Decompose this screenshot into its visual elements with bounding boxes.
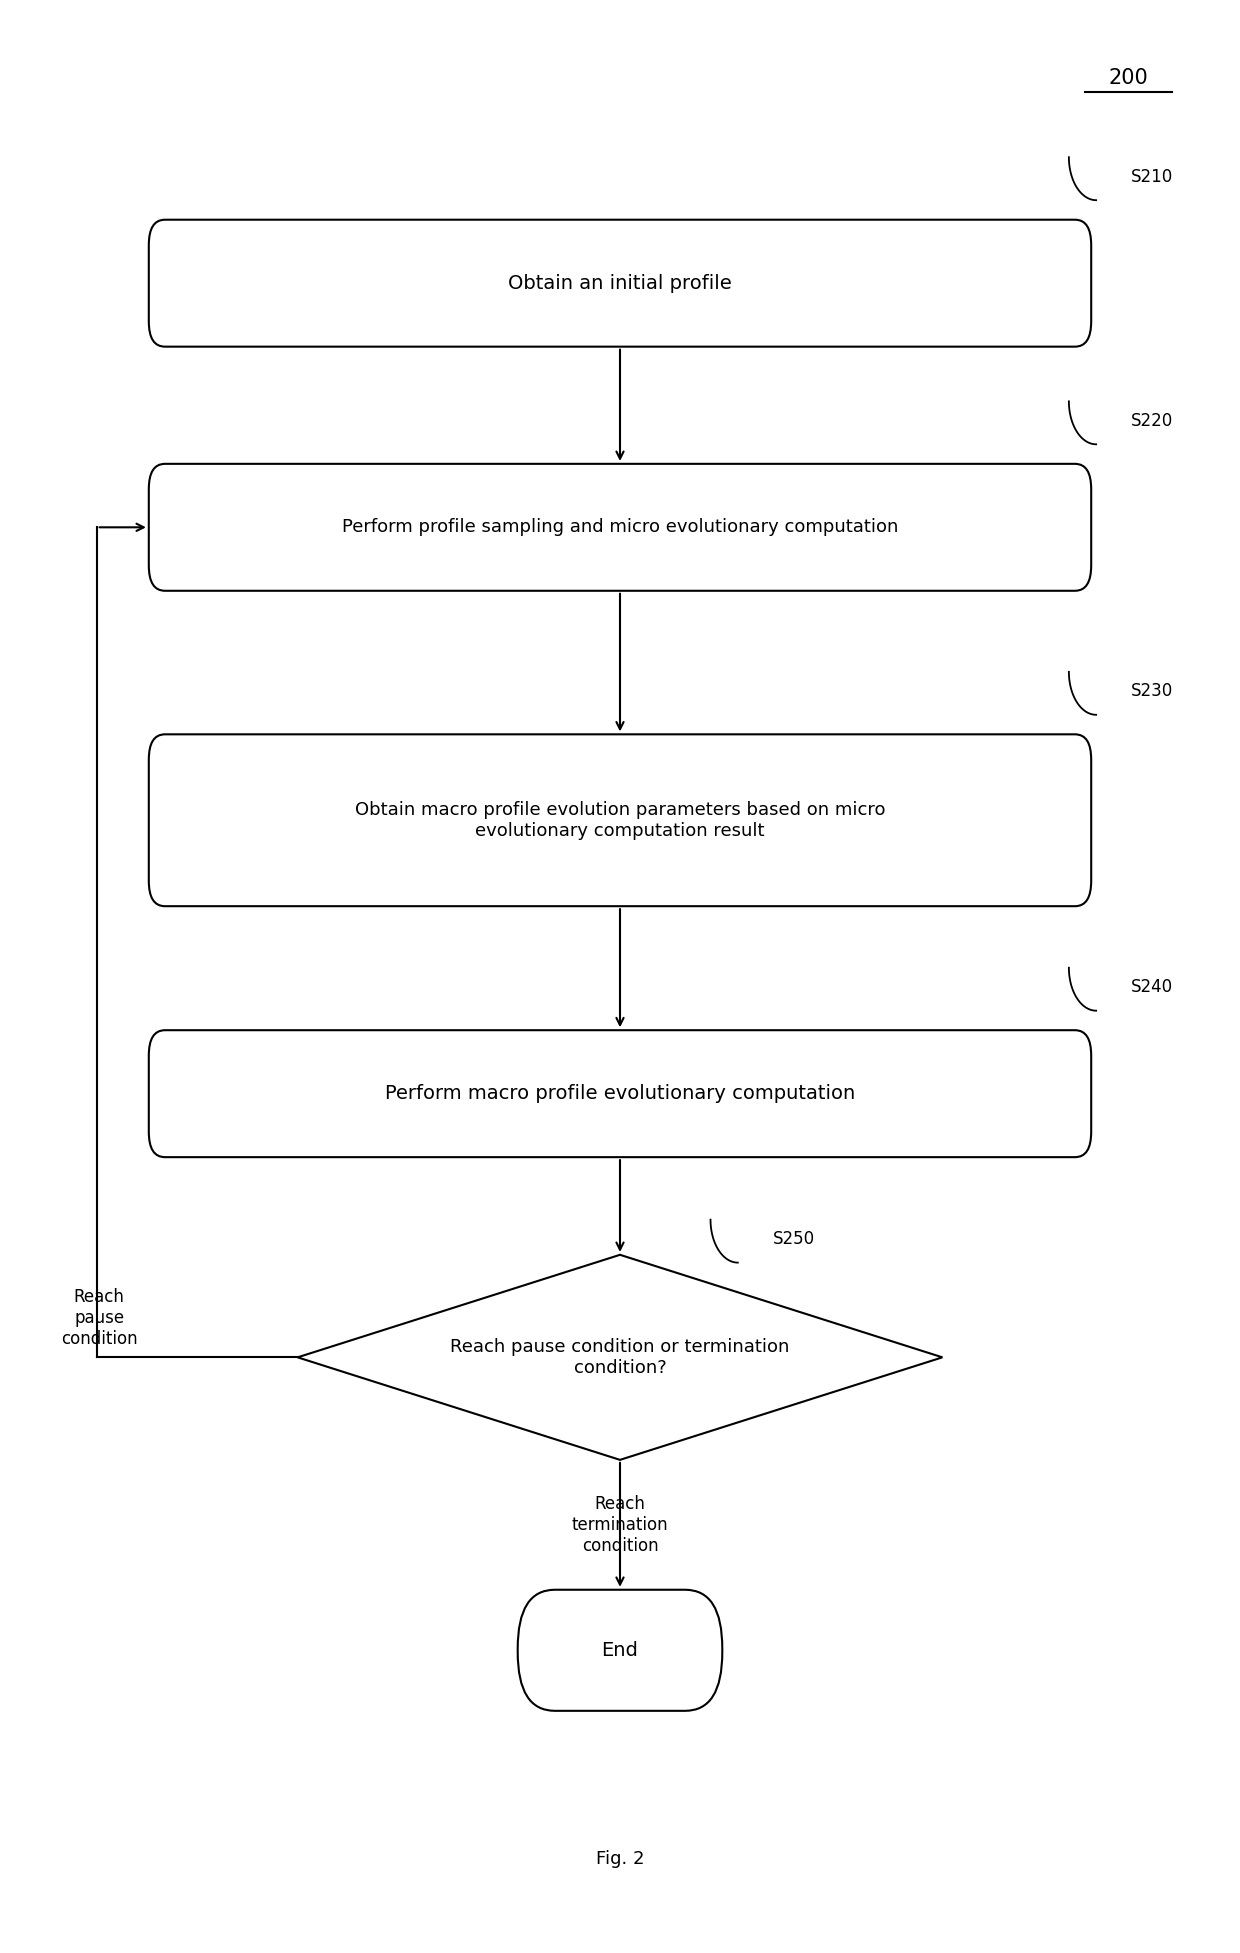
Text: Perform macro profile evolutionary computation: Perform macro profile evolutionary compu… bbox=[384, 1084, 856, 1103]
Text: Reach pause condition or termination
condition?: Reach pause condition or termination con… bbox=[450, 1338, 790, 1377]
Text: Obtain an initial profile: Obtain an initial profile bbox=[508, 273, 732, 293]
Text: S220: S220 bbox=[1131, 412, 1173, 430]
Text: Obtain macro profile evolution parameters based on micro
evolutionary computatio: Obtain macro profile evolution parameter… bbox=[355, 801, 885, 840]
Text: 200: 200 bbox=[1109, 68, 1148, 88]
FancyBboxPatch shape bbox=[149, 734, 1091, 906]
Text: Fig. 2: Fig. 2 bbox=[595, 1849, 645, 1869]
Text: S230: S230 bbox=[1131, 682, 1173, 701]
Text: S210: S210 bbox=[1131, 168, 1173, 186]
FancyBboxPatch shape bbox=[517, 1590, 722, 1711]
Text: Reach
termination
condition: Reach termination condition bbox=[572, 1494, 668, 1555]
Text: S250: S250 bbox=[773, 1230, 815, 1248]
FancyBboxPatch shape bbox=[149, 465, 1091, 590]
Polygon shape bbox=[298, 1256, 942, 1461]
FancyBboxPatch shape bbox=[149, 1031, 1091, 1156]
FancyBboxPatch shape bbox=[149, 221, 1091, 348]
Text: S240: S240 bbox=[1131, 978, 1173, 996]
Text: Perform profile sampling and micro evolutionary computation: Perform profile sampling and micro evolu… bbox=[342, 518, 898, 537]
Text: End: End bbox=[601, 1641, 639, 1660]
Text: Reach
pause
condition: Reach pause condition bbox=[61, 1289, 138, 1348]
